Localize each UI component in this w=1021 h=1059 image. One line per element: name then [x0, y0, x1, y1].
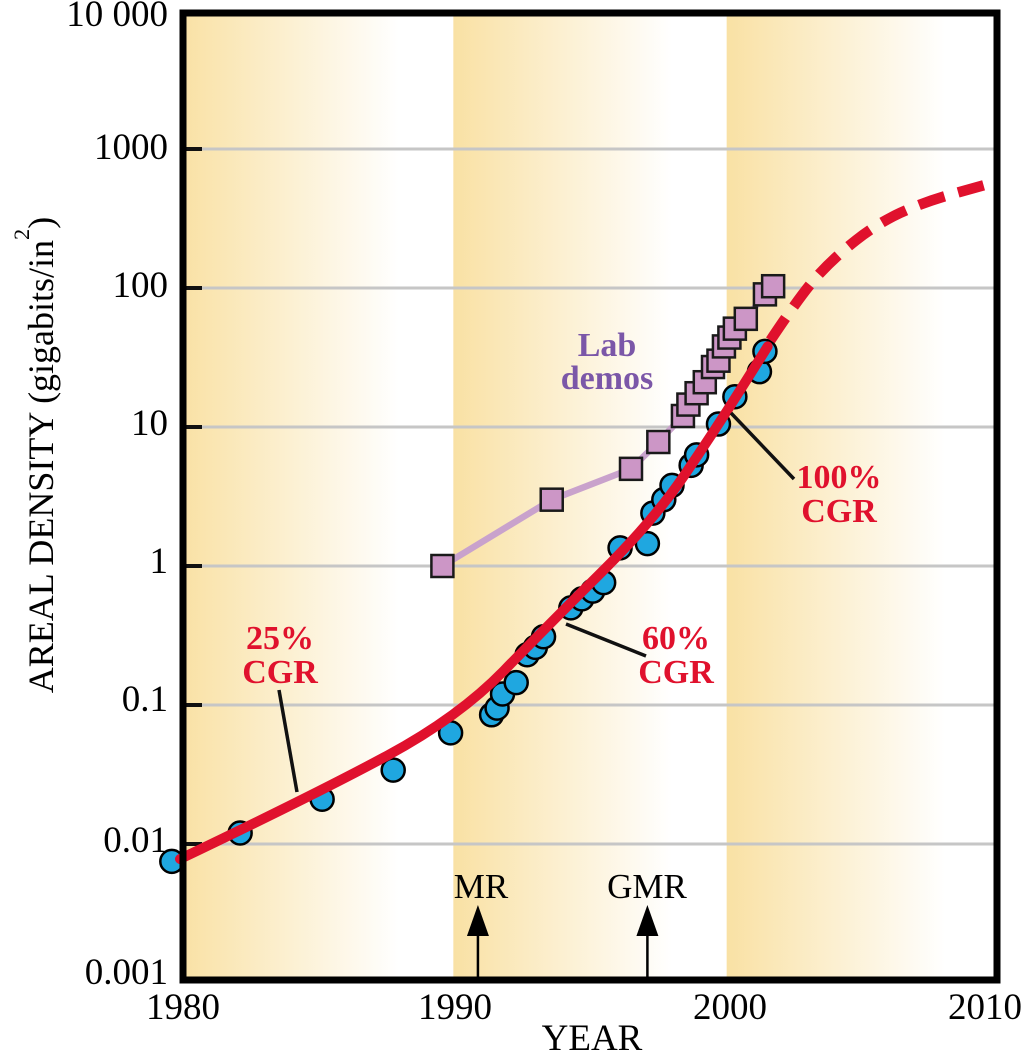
product-point	[503, 669, 529, 696]
y-tick-label-1000: 1000	[94, 127, 168, 168]
mr-label: MR	[453, 867, 509, 906]
background-bands	[180, 10, 1000, 983]
cgr-100-label: 100% CGR	[796, 459, 882, 530]
lab-demo-point	[646, 429, 671, 455]
cgr-60-label: 60% CGR	[638, 620, 714, 691]
gridlines	[180, 147, 1000, 846]
plot-frame	[179, 9, 1001, 984]
x-tick-label-1990: 1990	[418, 987, 492, 1028]
x-axis-title: YEAR	[541, 1018, 643, 1059]
cgr-trend-solid	[175, 341, 773, 864]
lab-demo-point	[618, 456, 644, 482]
lab-demos-points	[430, 273, 786, 579]
lab-demo-point	[539, 487, 564, 512]
lab-demo-point	[430, 553, 455, 579]
y-tick-label-0p01: 0.01	[103, 820, 168, 861]
lab-demo-point	[733, 306, 759, 332]
x-tick-label-2000: 2000	[693, 987, 767, 1028]
lab-demos-label: Lab demos	[560, 327, 654, 397]
y-tick-label-1: 1	[149, 541, 169, 582]
gmr-label: GMR	[607, 867, 687, 906]
gmr-arrow	[636, 905, 659, 980]
y-tick-label-0p001: 0.001	[84, 952, 168, 993]
cgr-trend-dashed	[766, 180, 986, 344]
y-tick-label-0p1: 0.1	[121, 679, 168, 720]
y-tick-label-10: 10	[131, 403, 168, 444]
x-tick-label-2010: 2010	[948, 987, 1021, 1028]
product-point	[380, 757, 406, 783]
lab-demo-point	[760, 273, 786, 299]
y-axis-title: AREAL DENSITY (gigabits/in2)	[8, 216, 61, 694]
y-tick-label-100: 100	[112, 265, 169, 306]
cgr-25-label: 25% CGR	[242, 620, 318, 691]
x-tick-label-1980: 1980	[146, 987, 220, 1028]
pointer-lines	[277, 411, 796, 793]
mr-arrow	[466, 905, 489, 980]
y-tick-label-10000: 10 000	[66, 0, 168, 35]
